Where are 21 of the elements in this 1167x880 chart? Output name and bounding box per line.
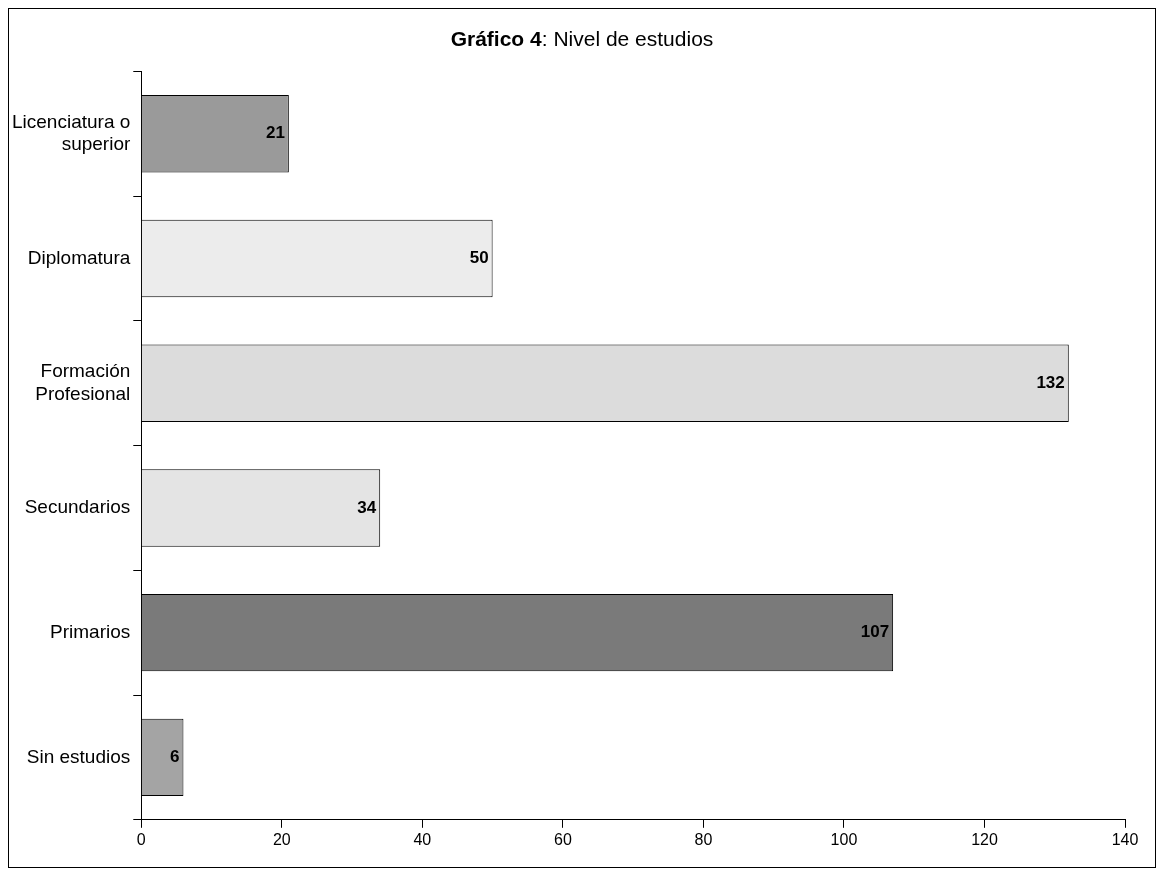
x-tick-label: 100 bbox=[830, 830, 858, 848]
x-tick-label: 40 bbox=[413, 830, 432, 848]
data-label: 50 bbox=[469, 248, 489, 268]
x-tick-label: 0 bbox=[136, 830, 146, 848]
chart-title: Gráfico 4: Nivel de estudios bbox=[449, 26, 715, 52]
y-tick-label: Formación Profesional bbox=[35, 360, 131, 404]
x-tick-label: 20 bbox=[272, 830, 291, 848]
y-tick-label: Licenciatura o superior bbox=[12, 110, 131, 155]
data-label: 107 bbox=[860, 622, 890, 642]
data-label: 21 bbox=[265, 123, 285, 143]
x-tick-label: 80 bbox=[694, 830, 713, 848]
data-label: 34 bbox=[357, 497, 377, 517]
x-tick-label: 120 bbox=[971, 830, 998, 848]
y-tick-label: Sin estudios bbox=[26, 745, 131, 767]
x-tick-label: 60 bbox=[553, 830, 572, 848]
data-label: 6 bbox=[169, 747, 180, 767]
data-label: 132 bbox=[1036, 372, 1065, 392]
y-tick-label: Primarios bbox=[50, 620, 131, 642]
y-tick-label: Diplomatura bbox=[27, 246, 131, 268]
y-tick-label: Secundarios bbox=[24, 496, 131, 518]
x-tick-label: 140 bbox=[1111, 830, 1139, 848]
